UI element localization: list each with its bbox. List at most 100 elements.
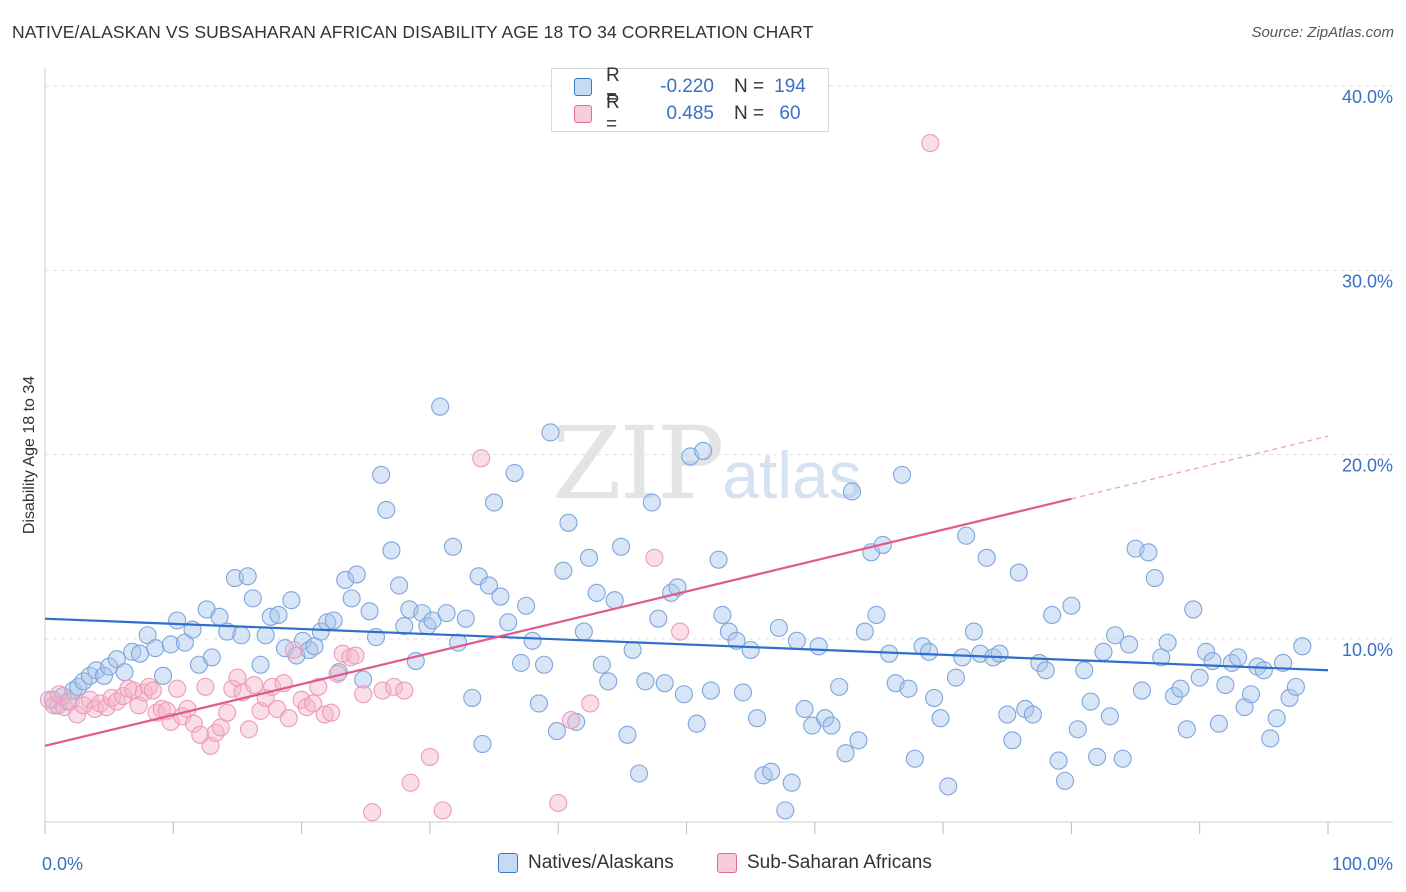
natives-point: [1261, 729, 1280, 748]
natives-point: [437, 604, 456, 623]
natives-point: [1171, 679, 1190, 698]
natives-point: [1267, 709, 1286, 728]
x-tick-label: 100.0%: [1332, 854, 1393, 874]
natives-point: [822, 716, 841, 735]
natives-point: [741, 640, 760, 660]
natives-point: [554, 561, 573, 580]
subsaharan-point: [191, 725, 210, 744]
subsaharan-point: [433, 801, 452, 820]
subsaharan-point: [68, 705, 87, 724]
natives-point: [1274, 653, 1293, 672]
subsaharan-point: [143, 681, 162, 700]
natives-point: [69, 677, 88, 696]
natives-point: [795, 699, 814, 719]
natives-point: [618, 725, 637, 744]
natives-point: [377, 500, 396, 519]
legend-swatch-blue: [574, 78, 592, 96]
natives-point: [336, 570, 355, 590]
natives-point: [1055, 771, 1075, 790]
natives-point: [782, 773, 801, 792]
legend-r-label: R =: [606, 65, 620, 108]
natives-point: [605, 591, 624, 610]
natives-point: [1081, 692, 1100, 711]
natives-point: [1145, 569, 1164, 588]
natives-point: [479, 576, 498, 595]
natives-point: [168, 611, 187, 630]
natives-point: [1293, 637, 1312, 656]
bottom-legend-label: Natives/Alaskans: [528, 852, 674, 873]
natives-point: [649, 609, 668, 628]
natives-point: [674, 685, 693, 704]
bottom-legend-natives: Natives/Alaskans: [498, 852, 674, 874]
natives-point: [1023, 705, 1042, 724]
natives-point: [243, 589, 262, 608]
natives-point: [701, 681, 720, 700]
natives-point: [261, 607, 280, 626]
watermark-atlas: atlas: [722, 438, 862, 512]
natives-point: [1190, 668, 1209, 687]
natives-point: [1094, 642, 1113, 661]
natives-point: [347, 565, 366, 584]
natives-point: [311, 622, 330, 641]
subsaharan-point: [239, 720, 259, 739]
natives-point: [372, 465, 391, 484]
natives-point: [251, 655, 270, 674]
legend-n-value: 194: [774, 76, 806, 97]
natives-point: [1068, 720, 1087, 739]
natives-point: [1164, 687, 1184, 706]
natives-point: [559, 513, 578, 532]
natives-point: [776, 801, 795, 820]
natives-point: [1062, 596, 1081, 615]
natives-point: [218, 622, 237, 641]
natives-point: [484, 493, 504, 512]
natives-point: [1216, 675, 1235, 695]
natives-point: [867, 605, 886, 625]
natives-point: [587, 583, 606, 602]
natives-point: [505, 463, 524, 483]
natives-point: [1049, 751, 1068, 770]
natives-point: [1043, 605, 1062, 625]
natives-point: [574, 622, 593, 641]
natives-point: [655, 674, 674, 693]
natives-point: [1009, 563, 1028, 582]
natives-point: [94, 666, 114, 685]
natives-point: [899, 679, 918, 698]
subsaharan-point: [346, 646, 365, 665]
subsaharan-point: [206, 723, 225, 743]
y-tick-label: 40.0%: [1342, 87, 1393, 107]
natives-point: [636, 672, 655, 691]
natives-point: [1280, 688, 1299, 707]
natives-point: [469, 567, 488, 586]
natives-point: [354, 670, 373, 689]
natives-point: [990, 644, 1009, 663]
y-tick-label: 10.0%: [1342, 640, 1393, 660]
natives-point: [1120, 635, 1139, 654]
natives-point: [762, 762, 781, 781]
subsaharan-point: [401, 773, 420, 792]
subsaharan-point: [561, 710, 581, 730]
subsaharan-point: [322, 703, 341, 722]
natives-point: [491, 587, 510, 606]
subsaharan-point: [304, 694, 323, 713]
subsaharan-point: [284, 640, 303, 660]
subsaharan-point: [80, 690, 99, 709]
natives-point: [1286, 677, 1305, 696]
natives-point: [423, 611, 442, 630]
natives-point: [456, 609, 475, 628]
natives-point: [998, 705, 1017, 724]
natives-point: [463, 688, 482, 707]
legend-r-value: -0.220: [660, 76, 714, 97]
natives-point: [931, 709, 950, 728]
natives-point: [957, 526, 976, 545]
legend-r-label: R =: [606, 92, 620, 135]
x-tick-label: 0.0%: [42, 854, 83, 874]
subsaharan-point: [196, 677, 215, 696]
natives-point: [1003, 731, 1022, 750]
y-tick-label: 30.0%: [1342, 271, 1393, 291]
natives-point: [592, 655, 611, 674]
natives-point: [1158, 633, 1177, 652]
subsaharan-point: [39, 690, 58, 709]
natives-point: [517, 596, 536, 615]
natives-point: [541, 423, 560, 442]
bottom-legend-label: Sub-Saharan Africans: [747, 852, 932, 873]
